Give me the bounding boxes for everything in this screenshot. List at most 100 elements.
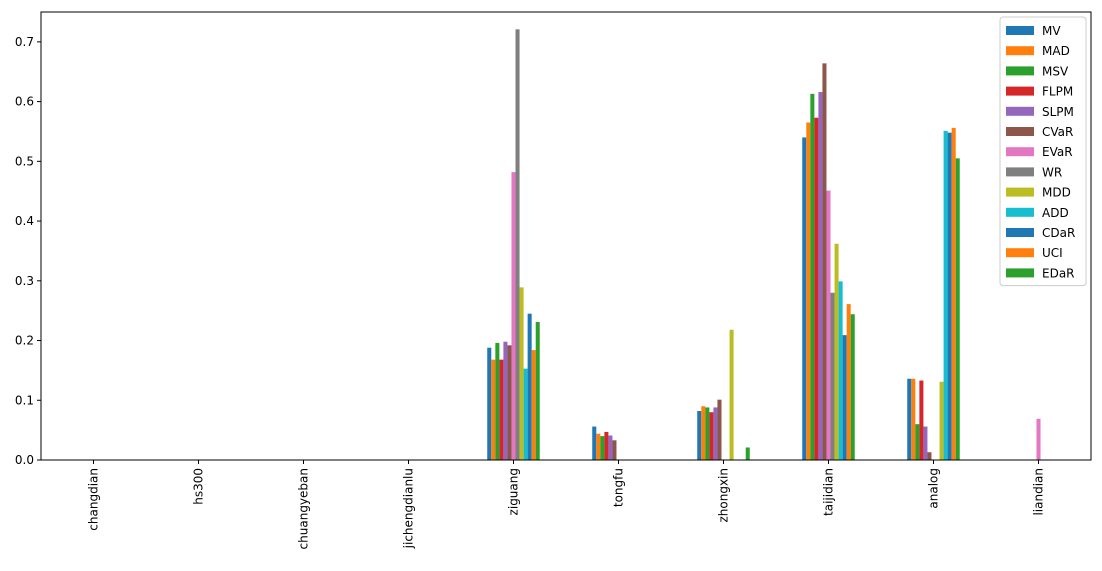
legend-box — [999, 16, 1087, 287]
bar-mad-tongfu — [596, 433, 601, 460]
legend-label-edar: EDaR — [1042, 266, 1075, 280]
bar-msv-taijidian — [810, 93, 815, 460]
bar-cdar-ziguang — [527, 313, 532, 460]
bar-flpm-taijidian — [814, 117, 819, 460]
y-tick-label: 0.7 — [15, 35, 34, 49]
bar-slpm-ziguang — [503, 341, 508, 460]
bar-slpm-analog — [923, 426, 928, 460]
legend-swatch-flpm — [1006, 86, 1034, 96]
y-tick-label: 0.3 — [15, 274, 34, 288]
legend-label-msv: MSV — [1042, 64, 1069, 78]
x-tick-label-analog: analog — [927, 468, 941, 509]
legend-swatch-cvar — [1006, 127, 1034, 136]
bar-flpm-tongfu — [604, 431, 609, 460]
x-tick-label-chuangyeban: chuangyeban — [297, 468, 311, 549]
bar-uci-analog — [951, 127, 956, 460]
y-tick-label: 0.4 — [15, 214, 34, 228]
bar-edar-zhongxin — [745, 447, 750, 460]
bar-cvar-tongfu — [612, 440, 617, 460]
legend-swatch-edar — [1006, 268, 1034, 278]
bar-wr-ziguang — [515, 29, 520, 460]
bar-wr-taijidian — [830, 292, 835, 460]
legend-swatch-mad — [1006, 46, 1034, 56]
legend-label-uci: UCI — [1042, 246, 1063, 260]
bar-msv-analog — [915, 424, 920, 460]
legend-label-mad: MAD — [1042, 44, 1070, 58]
x-tick-label-hs300: hs300 — [192, 468, 206, 505]
legend: MV MAD MSV FLPM SLPM CVaR EVaR WR MDD ADD CDaR UCI E… — [999, 16, 1087, 287]
bar-cvar-taijidian — [822, 63, 827, 461]
y-tick-label: 0.6 — [15, 95, 34, 109]
legend-label-add: ADD — [1042, 206, 1069, 220]
bar-cdar-analog — [947, 132, 952, 460]
bar-flpm-zhongxin — [709, 412, 714, 460]
bar-evar-taijidian — [826, 190, 831, 460]
bar-cdar-taijidian — [842, 335, 847, 460]
legend-label-flpm: FLPM — [1042, 85, 1073, 99]
bar-mad-ziguang — [491, 359, 496, 460]
bar-mdd-ziguang — [519, 287, 524, 460]
bars — [487, 29, 1041, 461]
x-tick-label-tongfu: tongfu — [612, 468, 626, 507]
bar-add-analog — [943, 130, 948, 460]
bar-uci-taijidian — [846, 304, 851, 460]
y-tick-label: 0.1 — [15, 393, 34, 407]
bar-evar-ziguang — [511, 172, 516, 460]
bar-evar-liandian — [1036, 418, 1041, 460]
bar-edar-taijidian — [850, 314, 855, 460]
x-tick-label-zhongxin: zhongxin — [717, 468, 731, 523]
bar-mad-zhongxin — [701, 406, 706, 460]
x-tick-label-liandian: liandian — [1032, 468, 1046, 516]
bar-mad-analog — [911, 378, 916, 460]
legend-label-evar: EVaR — [1042, 145, 1073, 159]
legend-label-slpm: SLPM — [1042, 105, 1074, 119]
legend-swatch-evar — [1006, 147, 1034, 157]
bar-mv-analog — [907, 378, 912, 460]
legend-swatch-msv — [1006, 66, 1034, 76]
bar-mdd-zhongxin — [729, 329, 734, 460]
bar-msv-ziguang — [495, 342, 500, 460]
bar-mad-taijidian — [806, 122, 811, 460]
bar-flpm-analog — [919, 380, 924, 460]
x-tick-label-jichengdianlu: jichengdianlu — [402, 468, 416, 549]
y-tick-label: 0.0 — [15, 453, 34, 467]
legend-label-wr: WR — [1042, 165, 1062, 179]
bar-flpm-ziguang — [499, 359, 504, 460]
bar-mv-tongfu — [592, 426, 597, 460]
bar-slpm-taijidian — [818, 92, 823, 460]
plot-frame — [40, 11, 1092, 461]
legend-swatch-uci — [1006, 248, 1034, 258]
legend-label-cvar: CVaR — [1042, 125, 1073, 139]
x-tick-label-changdian: changdian — [87, 468, 101, 531]
y-tick-label: 0.2 — [15, 334, 34, 348]
bar-add-taijidian — [838, 281, 843, 460]
x-tick-label-taijidian: taijidian — [822, 468, 836, 516]
bar-edar-ziguang — [535, 322, 540, 460]
bar-slpm-zhongxin — [713, 407, 718, 460]
bar-msv-tongfu — [600, 436, 605, 460]
legend-swatch-cdar — [1006, 228, 1034, 237]
legend-swatch-mdd — [1006, 187, 1034, 197]
bar-cvar-analog — [927, 452, 932, 460]
legend-label-mdd: MDD — [1042, 186, 1071, 200]
bar-mv-zhongxin — [697, 411, 702, 460]
legend-swatch-add — [1006, 207, 1034, 217]
bar-edar-analog — [955, 158, 960, 460]
bar-add-ziguang — [523, 368, 528, 460]
bar-mv-ziguang — [487, 347, 492, 460]
bar-msv-zhongxin — [705, 407, 710, 460]
bar-uci-ziguang — [531, 350, 536, 460]
legend-label-mv: MV — [1042, 24, 1061, 38]
bar-mdd-taijidian — [834, 243, 839, 460]
legend-swatch-wr — [1006, 167, 1034, 177]
legend-swatch-slpm — [1006, 106, 1034, 116]
y-tick-label: 0.5 — [15, 154, 34, 168]
bar-mv-taijidian — [802, 137, 807, 460]
bar-mdd-analog — [939, 381, 944, 460]
legend-swatch-mv — [1006, 26, 1034, 35]
x-tick-label-ziguang: ziguang — [507, 468, 521, 515]
bar-slpm-tongfu — [608, 435, 613, 460]
bar-cvar-zhongxin — [717, 399, 722, 460]
legend-label-cdar: CDaR — [1042, 226, 1075, 240]
